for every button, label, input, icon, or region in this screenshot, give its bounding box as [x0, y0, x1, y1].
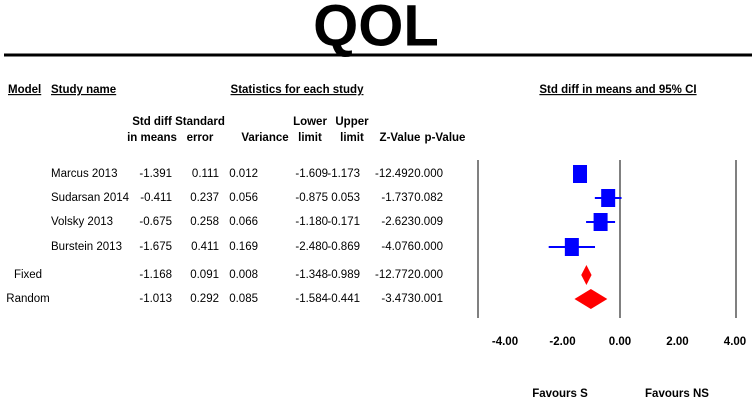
study-name: Sudarsan 2014 — [51, 192, 130, 204]
table-cell: 0.066 — [229, 216, 258, 228]
table-cell: -1.348 — [295, 269, 328, 281]
table-cell: -1.013 — [139, 293, 172, 305]
summary-diamond — [574, 289, 608, 309]
table-cell: 0.008 — [229, 269, 258, 281]
axis-side-label: Favours S — [532, 388, 588, 400]
x-tick-label: 0.00 — [609, 336, 631, 348]
table-cell: -12.492 — [375, 168, 414, 180]
effect-square — [601, 189, 616, 207]
column-header: Z-Value — [380, 132, 421, 144]
table-cell: -1.180 — [295, 216, 328, 228]
table-cell: 0.000 — [414, 269, 443, 281]
model-label: Random — [6, 293, 49, 305]
table-cell: -1.675 — [139, 241, 172, 253]
table-cell: 0.000 — [414, 241, 443, 253]
table-cell: 0.085 — [229, 293, 258, 305]
table-cell: 0.237 — [190, 192, 219, 204]
study-header: Study name — [51, 84, 116, 96]
axis-side-label: Favours NS — [645, 388, 709, 400]
x-tick-label: -4.00 — [492, 336, 518, 348]
effect-square — [573, 165, 588, 183]
table-cell: 0.001 — [414, 293, 443, 305]
table-cell: -1.737 — [381, 192, 414, 204]
table-cell: -0.989 — [327, 269, 360, 281]
table-cell: -0.875 — [295, 192, 328, 204]
table-cell: -0.441 — [327, 293, 360, 305]
stats-header: Statistics for each study — [231, 84, 365, 96]
title: QOL — [313, 0, 439, 58]
model-label: Fixed — [14, 269, 42, 281]
table-cell: 0.012 — [229, 168, 258, 180]
column-header: Standard — [175, 116, 225, 128]
table-cell: -0.869 — [327, 241, 360, 253]
table-cell: -1.584 — [295, 293, 328, 305]
effect-square — [593, 213, 608, 231]
table-cell: 0.292 — [190, 293, 219, 305]
table-cell: 0.169 — [229, 241, 258, 253]
table-cell: -3.473 — [381, 293, 414, 305]
table-cell: -1.391 — [139, 168, 172, 180]
table-cell: 0.258 — [190, 216, 219, 228]
column-header: limit — [340, 132, 364, 144]
study-name: Volsky 2013 — [51, 216, 113, 228]
column-header: Std diff — [132, 116, 172, 128]
table-cell: -1.609 — [295, 168, 328, 180]
effect-square — [564, 238, 579, 256]
column-header: limit — [298, 132, 322, 144]
table-cell: 0.009 — [414, 216, 443, 228]
x-tick-label: -2.00 — [549, 336, 575, 348]
summary-diamond — [581, 265, 592, 285]
column-header: p-Value — [425, 132, 466, 144]
table-cell: 0.091 — [190, 269, 219, 281]
table-cell: -0.675 — [139, 216, 172, 228]
table-cell: 0.000 — [414, 168, 443, 180]
x-tick-label: 2.00 — [666, 336, 688, 348]
table-cell: 0.411 — [191, 241, 219, 253]
plot-header: Std diff in means and 95% CI — [539, 84, 696, 96]
table-cell: -1.168 — [139, 269, 172, 281]
table-cell: -0.171 — [327, 216, 360, 228]
study-name: Marcus 2013 — [51, 168, 117, 180]
column-header: in means — [127, 132, 177, 144]
table-cell: -2.480 — [295, 241, 328, 253]
table-cell: -12.772 — [375, 269, 414, 281]
table-cell: 0.056 — [229, 192, 258, 204]
table-cell: 0.082 — [414, 192, 443, 204]
column-header: Variance — [241, 132, 288, 144]
table-cell: 0.111 — [192, 168, 219, 180]
column-header: Upper — [335, 116, 369, 128]
table-cell: 0.053 — [331, 192, 360, 204]
table-cell: -1.173 — [327, 168, 360, 180]
column-header: error — [187, 132, 214, 144]
table-cell: -0.411 — [140, 192, 172, 204]
table-cell: -2.623 — [381, 216, 414, 228]
table-cell: -4.076 — [381, 241, 414, 253]
model-header: Model — [8, 84, 41, 96]
study-name: Burstein 2013 — [51, 241, 122, 253]
x-tick-label: 4.00 — [724, 336, 746, 348]
column-header: Lower — [293, 116, 327, 128]
